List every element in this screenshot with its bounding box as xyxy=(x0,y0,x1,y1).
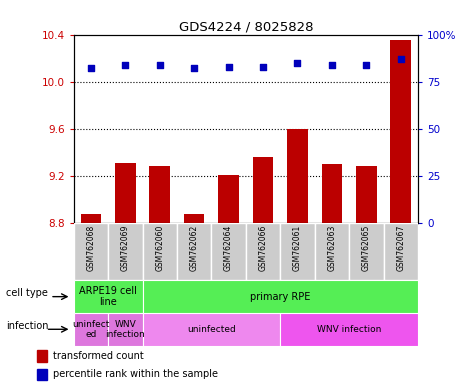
Text: GSM762068: GSM762068 xyxy=(86,224,95,271)
Text: infection: infection xyxy=(6,321,48,331)
Text: GSM762065: GSM762065 xyxy=(362,224,371,271)
Point xyxy=(294,60,301,66)
Point xyxy=(122,61,129,68)
Point xyxy=(362,61,370,68)
Bar xyxy=(37,369,48,380)
Bar xyxy=(356,166,377,223)
Bar xyxy=(74,223,108,280)
Text: GSM762060: GSM762060 xyxy=(155,224,164,271)
Text: GSM762066: GSM762066 xyxy=(258,224,267,271)
Bar xyxy=(287,129,308,223)
Bar xyxy=(349,223,384,280)
Text: WNV
infection: WNV infection xyxy=(105,319,145,339)
Bar xyxy=(74,280,142,313)
Bar xyxy=(142,313,280,346)
Bar xyxy=(280,223,314,280)
Bar xyxy=(149,166,170,223)
Bar xyxy=(253,157,274,223)
Bar xyxy=(218,174,239,223)
Point xyxy=(259,63,267,70)
Bar xyxy=(177,223,211,280)
Point xyxy=(225,63,232,70)
Text: GSM762067: GSM762067 xyxy=(396,224,405,271)
Title: GDS4224 / 8025828: GDS4224 / 8025828 xyxy=(179,20,313,33)
Bar xyxy=(108,313,142,346)
Bar xyxy=(322,164,342,223)
Text: cell type: cell type xyxy=(6,288,48,298)
Bar xyxy=(115,163,136,223)
Bar xyxy=(108,223,142,280)
Bar xyxy=(142,223,177,280)
Bar xyxy=(280,313,418,346)
Bar xyxy=(74,313,108,346)
Bar xyxy=(37,350,48,362)
Text: transformed count: transformed count xyxy=(53,351,143,361)
Bar xyxy=(384,223,418,280)
Text: GSM762069: GSM762069 xyxy=(121,224,130,271)
Point xyxy=(87,65,95,71)
Bar xyxy=(142,280,418,313)
Text: uninfected: uninfected xyxy=(187,325,236,334)
Point xyxy=(328,61,336,68)
Bar xyxy=(81,215,101,223)
Bar xyxy=(211,223,246,280)
Text: GSM762064: GSM762064 xyxy=(224,224,233,271)
Text: ARPE19 cell
line: ARPE19 cell line xyxy=(79,286,137,308)
Bar xyxy=(184,215,204,223)
Text: GSM762063: GSM762063 xyxy=(327,224,336,271)
Bar xyxy=(246,223,280,280)
Bar xyxy=(390,40,411,223)
Text: GSM762061: GSM762061 xyxy=(293,224,302,271)
Point xyxy=(190,65,198,71)
Text: uninfect
ed: uninfect ed xyxy=(72,319,110,339)
Point xyxy=(156,61,163,68)
Point xyxy=(397,56,405,62)
Bar xyxy=(314,223,349,280)
Text: primary RPE: primary RPE xyxy=(250,291,311,302)
Text: GSM762062: GSM762062 xyxy=(190,224,199,271)
Text: WNV infection: WNV infection xyxy=(317,325,381,334)
Text: percentile rank within the sample: percentile rank within the sample xyxy=(53,369,218,379)
